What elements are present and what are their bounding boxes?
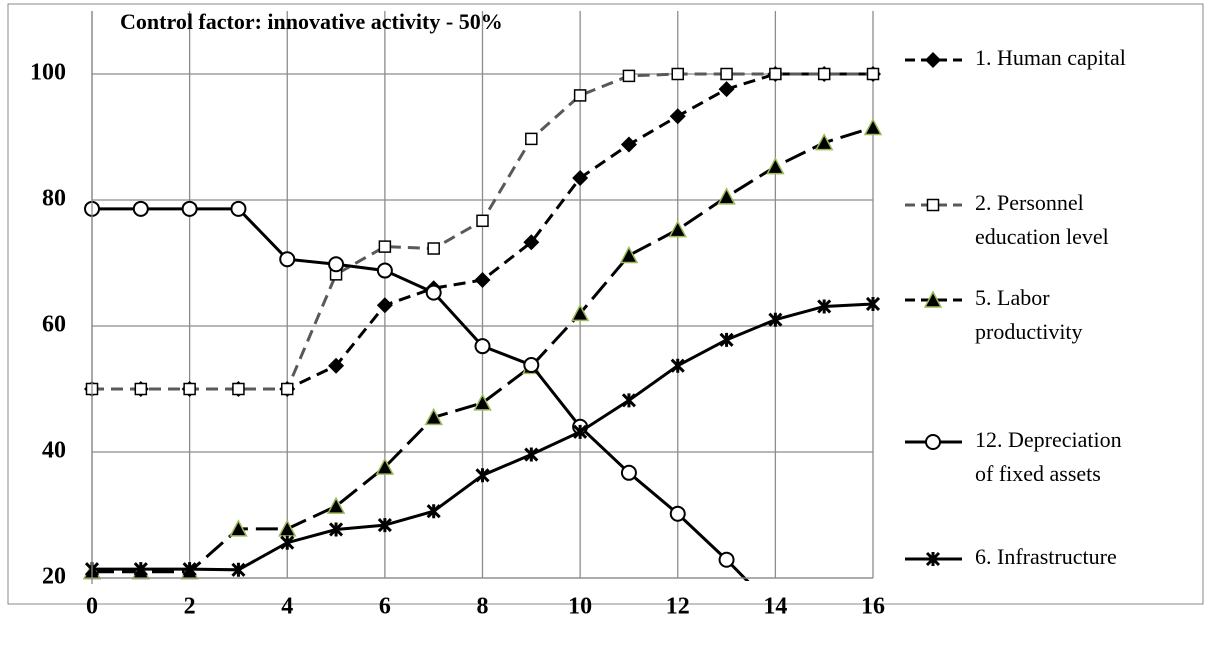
- legend-label: 5. Labor productivity: [975, 285, 1083, 344]
- x-tick-label: 2: [184, 594, 196, 620]
- marker: [766, 157, 785, 175]
- marker: [474, 338, 491, 355]
- marker: [621, 393, 636, 408]
- y-tick-label: 60: [42, 312, 66, 338]
- marker: [925, 551, 941, 567]
- marker: [573, 89, 587, 102]
- marker: [817, 299, 832, 314]
- chart-frame: [7, 3, 1204, 605]
- marker: [426, 504, 441, 519]
- marker: [570, 303, 590, 322]
- marker: [476, 214, 489, 228]
- marker: [669, 108, 686, 125]
- x-tick-label: 6: [379, 594, 391, 620]
- legend-label: 6. Infrastructure: [975, 544, 1117, 569]
- marker: [923, 290, 943, 308]
- marker: [326, 496, 346, 514]
- marker: [523, 357, 540, 374]
- marker: [232, 382, 245, 396]
- marker: [279, 251, 296, 268]
- marker: [717, 187, 736, 205]
- marker: [280, 535, 295, 550]
- marker: [866, 67, 880, 81]
- marker: [718, 551, 735, 568]
- x-tick-label: 16: [861, 594, 885, 620]
- plot-area: [82, 66, 883, 581]
- legend: 1. Human capital 2. Personnel education le…: [905, 45, 1126, 569]
- marker: [523, 234, 540, 251]
- marker: [863, 117, 883, 136]
- marker: [375, 457, 395, 475]
- marker: [573, 424, 588, 439]
- marker: [183, 382, 196, 396]
- marker: [425, 284, 442, 301]
- marker: [328, 256, 345, 273]
- marker: [622, 69, 636, 83]
- x-tick-label: 0: [86, 594, 98, 620]
- marker: [814, 133, 834, 151]
- marker: [230, 200, 247, 217]
- marker: [572, 169, 589, 186]
- marker: [620, 136, 637, 153]
- x-tick-label: 10: [568, 594, 592, 620]
- marker: [817, 67, 831, 81]
- marker: [424, 407, 443, 426]
- marker: [525, 132, 538, 146]
- marker: [278, 519, 297, 537]
- y-tick-label: 40: [42, 438, 66, 464]
- marker: [524, 447, 539, 462]
- x-tick-label: 4: [281, 594, 293, 620]
- grid: [91, 11, 874, 579]
- x-tick-label: 14: [763, 594, 787, 620]
- marker: [768, 312, 783, 327]
- marker: [182, 562, 197, 577]
- marker: [620, 464, 637, 481]
- y-tick-label: 20: [42, 564, 66, 590]
- chart-title: Control factor: innovative activity - 50…: [120, 9, 503, 34]
- marker: [377, 518, 392, 533]
- marker: [925, 434, 941, 450]
- x-tick-label: 12: [666, 594, 690, 620]
- legend-label: 1. Human capital: [975, 45, 1126, 70]
- series-line: [92, 126, 874, 574]
- marker: [133, 562, 148, 577]
- marker: [925, 52, 941, 68]
- marker: [134, 382, 148, 396]
- marker: [329, 522, 344, 537]
- marker: [376, 297, 393, 314]
- axes: 20 40 60 80 100 0 2 4 6 8 10 12 14 16: [30, 11, 885, 620]
- marker: [474, 272, 491, 289]
- marker: [719, 332, 734, 347]
- marker: [427, 242, 440, 255]
- marker: [181, 200, 198, 217]
- marker: [926, 198, 940, 212]
- x-tick-label: 8: [477, 594, 489, 620]
- marker: [281, 382, 294, 396]
- marker: [378, 240, 392, 253]
- marker: [328, 357, 345, 374]
- marker: [669, 505, 686, 522]
- marker: [376, 262, 393, 279]
- marker: [670, 358, 685, 373]
- marker: [668, 220, 687, 238]
- marker: [231, 562, 246, 577]
- marker: [769, 67, 782, 81]
- marker: [720, 67, 733, 81]
- marker: [718, 81, 735, 98]
- legend-label: 2. Personnel education level: [975, 190, 1109, 249]
- y-tick-label: 80: [42, 186, 66, 212]
- marker: [671, 67, 684, 81]
- marker: [619, 245, 639, 264]
- y-tick-label: 100: [30, 60, 66, 86]
- marker: [229, 519, 248, 537]
- legend-label: 12. Depreciation of fixed assets: [975, 427, 1122, 486]
- marker: [475, 468, 490, 483]
- marker: [865, 296, 881, 312]
- marker: [132, 200, 149, 217]
- marker: [473, 393, 492, 411]
